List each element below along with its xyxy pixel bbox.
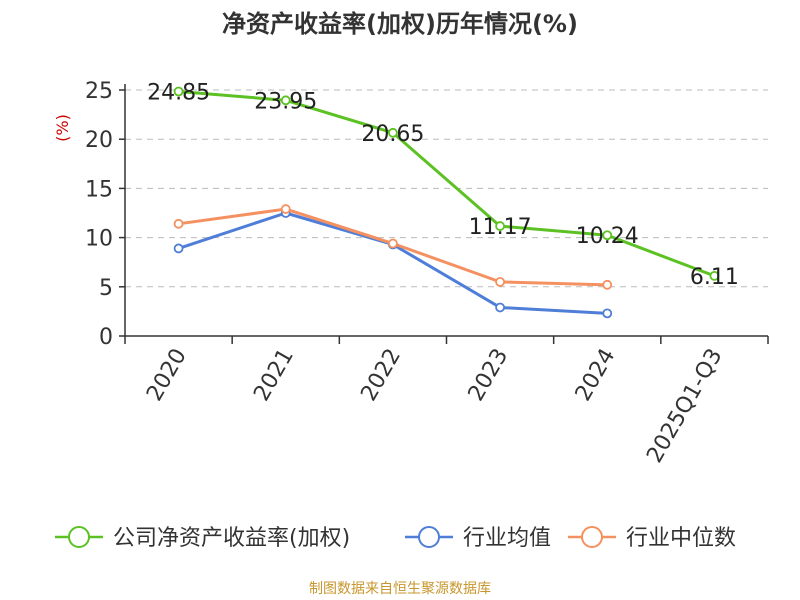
chart-title: 净资产收益率(加权)历年情况(%) [222,10,578,38]
data-label: 23.95 [254,89,317,114]
data-point [173,218,184,229]
legend-label: 行业中位数 [626,526,736,551]
legend-marker-icon [68,526,90,548]
data-point [602,230,613,241]
data-point [602,308,613,319]
x-tick-label: 2025Q1-Q3 [642,345,727,468]
y-axis-label: (%) [53,114,72,142]
legend-item: 行业均值 [405,526,551,551]
data-point [280,95,291,106]
data-point [602,279,613,290]
data-point [495,276,505,287]
y-tick-label: 0 [99,325,113,350]
data-point [173,243,184,254]
legend: 公司净资产收益率(加权) 行业均值 行业中位数 [55,526,736,551]
data-point [495,302,505,313]
y-tick-label: 25 [85,79,113,104]
data-label: 24.85 [147,80,210,105]
legend-item: 行业中位数 [568,526,736,551]
data-label: 6.11 [690,265,739,290]
series-lines [173,86,720,319]
data-point [388,127,398,138]
legend-label: 公司净资产收益率(加权) [113,526,350,551]
x-tick-label: 2020 [142,345,192,406]
legend-label: 行业均值 [463,526,551,551]
series-line-0 [178,89,715,278]
y-tick-label: 15 [85,177,113,202]
legend-marker-icon [418,526,440,548]
data-label: 20.65 [361,122,424,147]
data-point [709,270,720,281]
data-point [495,221,505,231]
data-point [280,204,291,214]
x-tick-label: 2023 [464,345,514,406]
x-tick-label: 2021 [249,345,299,406]
x-tick-label: 2024 [571,345,621,406]
data-point [388,238,398,249]
data-label: 10.24 [576,224,639,249]
legend-item: 公司净资产收益率(加权) [55,526,350,551]
y-tick-label: 5 [99,276,113,301]
series-line-1 [178,211,608,315]
y-tick-label: 10 [85,227,113,252]
data-label: 11.17 [469,215,532,240]
source-note: 制图数据来自恒生聚源数据库 [309,581,491,597]
x-tick-label: 2022 [356,345,406,406]
data-point [173,86,184,97]
y-tick-label: 20 [85,128,113,153]
data-labels: 24.85 23.95 20.65 11.17 10.24 6.11 [147,80,739,289]
legend-marker-icon [581,526,603,548]
grid-lines [125,89,768,288]
